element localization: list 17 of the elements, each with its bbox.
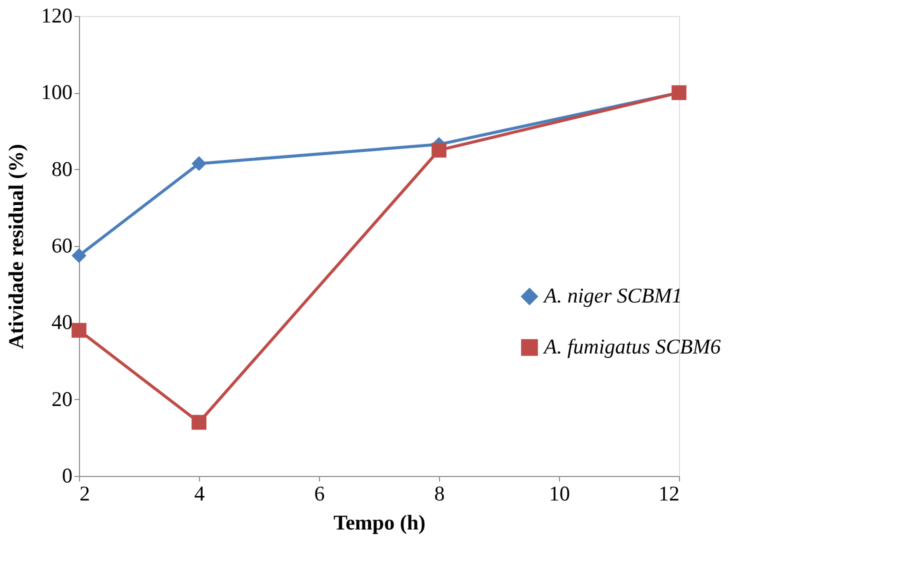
x-tick-label: 2	[80, 482, 90, 506]
legend-label: A. fumigatus SCBM6	[542, 334, 722, 358]
x-tick-label: 4	[194, 482, 206, 506]
legend-label: A. niger SCBM1	[542, 284, 682, 308]
y-tick-label: 100	[41, 80, 72, 104]
y-tick-label: 40	[52, 310, 72, 334]
x-axis-title: Tempo (h)	[334, 510, 426, 534]
x-tick-label: 8	[434, 482, 445, 506]
y-axis-title: Atividade residual (%)	[4, 144, 28, 349]
x-tick-label: 6	[314, 482, 325, 506]
y-tick-label: 20	[52, 386, 72, 411]
x-tick-label: 10	[549, 482, 570, 506]
y-tick-label: 120	[41, 4, 72, 28]
y-tick-label: 60	[52, 234, 72, 258]
y-tick-label: 0	[62, 464, 72, 488]
y-tick-label: 80	[52, 156, 72, 181]
x-tick-label: 12	[658, 482, 680, 506]
